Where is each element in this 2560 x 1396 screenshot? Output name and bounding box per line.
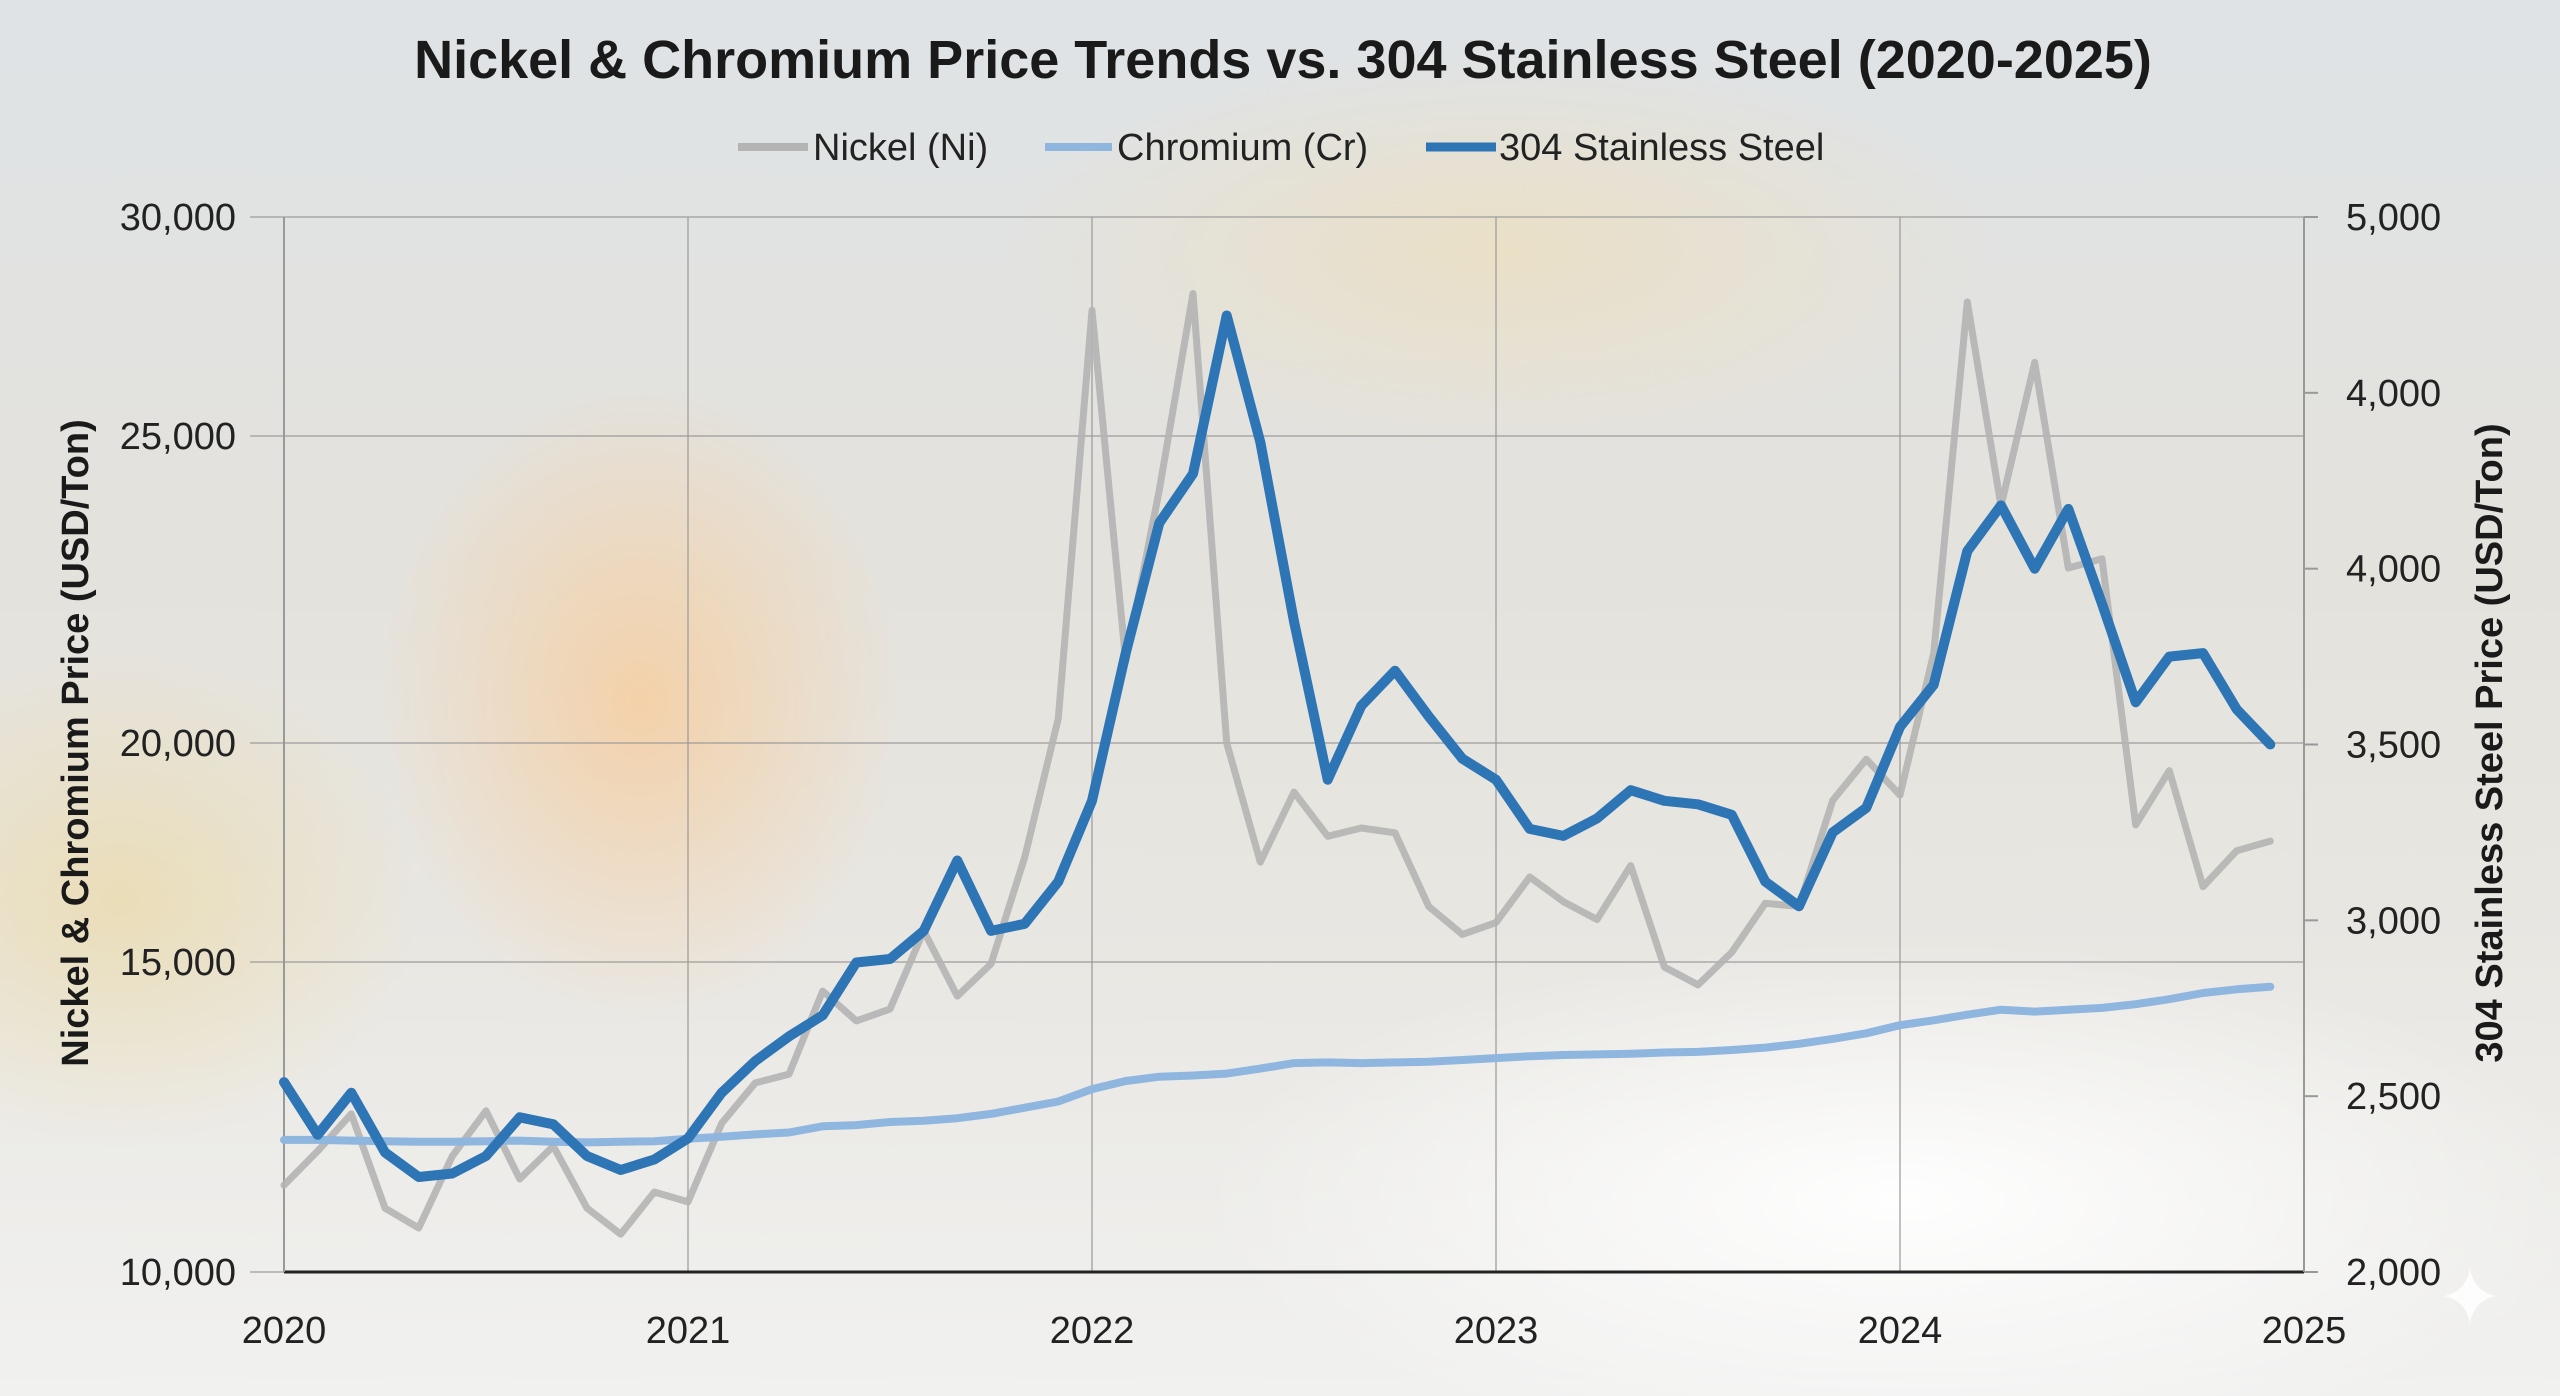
chart-title: Nickel & Chromium Price Trends vs. 304 S…	[414, 30, 2152, 90]
left-tick-label: 20,000	[120, 723, 236, 765]
tick-labels: 10,000 15,000 20,000 25,000 30,000 2,000 2,500…	[120, 197, 2441, 1352]
left-axis-title: Nickel & Chromium Price (USD/Ton)	[55, 419, 97, 1067]
x-tick-label: 2021	[646, 1310, 731, 1352]
legend: Nickel (Ni) Chromium (Cr) 304 Stainless …	[738, 127, 1824, 169]
right-tick-label: 3,500	[2346, 725, 2441, 767]
x-tick-label: 2024	[1858, 1310, 1943, 1352]
x-tick-label: 2020	[242, 1310, 327, 1352]
left-tick-label: 15,000	[120, 942, 236, 984]
legend-label-nickel: Nickel (Ni)	[813, 127, 988, 169]
right-tick-label: 4,000	[2346, 373, 2441, 415]
x-tick-label: 2022	[1050, 1310, 1135, 1352]
series-points-304-stainless-steel	[283, 315, 2271, 1178]
sparkle-icon	[2444, 1268, 2496, 1324]
series-line-304-stainless-steel	[279, 310, 2276, 1182]
right-tick-label: 5,000	[2346, 197, 2441, 239]
left-tick-label: 30,000	[120, 197, 236, 239]
right-tick-label: 2,500	[2346, 1076, 2441, 1118]
x-tick-label: 2025	[2262, 1310, 2347, 1352]
right-tick-label: 2,000	[2346, 1252, 2441, 1294]
series-line-nickel-ni	[280, 290, 2274, 1238]
gridlines	[250, 216, 2304, 1273]
left-tick-label: 25,000	[120, 416, 236, 458]
legend-item-steel[interactable]: 304 Stainless Steel	[1426, 127, 1824, 169]
left-tick-label: 10,000	[120, 1252, 236, 1294]
series-layer	[279, 290, 2276, 1238]
legend-label-steel: 304 Stainless Steel	[1499, 127, 1824, 169]
series-line-chromium-cr	[280, 982, 2275, 1147]
right-axis-title: 304 Stainless Steel Price (USD/Ton)	[2469, 423, 2511, 1062]
right-tick-label: 4,000	[2346, 549, 2441, 591]
legend-item-chromium[interactable]: Chromium (Cr)	[1045, 127, 1368, 169]
x-tick-label: 2023	[1454, 1310, 1539, 1352]
legend-item-nickel[interactable]: Nickel (Ni)	[738, 127, 988, 169]
right-tick-label: 3,000	[2346, 900, 2441, 942]
series-points-nickel-ni	[283, 293, 2271, 1235]
legend-label-chromium: Chromium (Cr)	[1117, 127, 1368, 169]
